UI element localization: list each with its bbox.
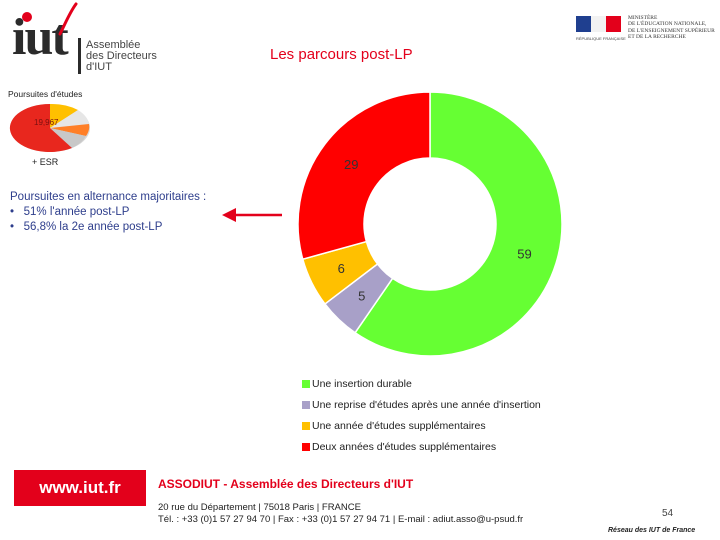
inset-esr-label: + ESR [32,157,59,167]
alternance-item-text: 51% l'année post-LP [23,206,130,218]
logo-divider [78,38,81,74]
donut-slice [297,91,431,261]
inset-slice [50,124,90,136]
alternance-item: • 51% l'année post-LP [10,205,206,220]
donut-chart: 59 56 29 [297,91,563,357]
alternance-text: Poursuites en alternance majoritaires : … [10,190,206,235]
ministry-line: MINISTÈRE [628,15,658,21]
inset-slice [50,128,86,148]
logo-text: iut [12,9,69,66]
logo-caption: Assemblée des Directeurs d'IUT [86,40,166,73]
inset-label: Poursuites d'études [8,89,83,99]
footer-contact: Tél. : +33 (0)1 57 27 94 70 | Fax : +33 … [158,514,524,525]
ministry-subtitle: RÉPUBLIQUE FRANÇAISE [576,36,626,41]
legend-swatch [302,422,310,431]
legend-item: Une insertion durable [302,378,541,399]
legend-label: Une insertion durable [312,378,412,391]
legend-label: Une année d'études supplémentaires [312,420,486,433]
page-number: 54 [662,508,674,519]
footer-network: Réseau des IUT de France [608,527,696,534]
logo-line-3: d'IUT [86,61,112,73]
footer-address: 20 rue du Département | 75018 Paris | FR… [158,502,361,513]
donut-value-label: 59 [517,246,531,261]
ministry-logo: RÉPUBLIQUE FRANÇAISE MINISTÈRE DE L'ÉDUC… [576,14,716,46]
donut-value-label: 5 [358,289,365,304]
iut-logo: iut [12,8,69,68]
www-banner [14,470,146,506]
ministry-line: DE L'ENSEIGNEMENT SUPÉRIEUR [628,27,715,34]
logo-dot [22,12,32,22]
legend-swatch [302,443,310,452]
legend-swatch [302,380,310,389]
ministry-line: DE L'ÉDUCATION NATIONALE, [628,21,707,28]
inset-slice [50,110,89,128]
legend-label: Une reprise d'études après une année d'i… [312,399,541,412]
legend-item: Une année d'études supplémentaires [302,420,541,441]
french-flag-icon [576,16,622,32]
logo-line-1: Assemblée [86,39,141,51]
page-title: Les parcours post-LP [270,46,413,63]
bullet: • [10,221,15,233]
inset-slice [9,103,72,152]
alternance-item-text: 56,8% la 2e année post-LP [23,221,163,233]
inset-slice [50,103,78,128]
legend-label: Deux années d'études supplémentaires [312,441,497,454]
ministry-line: ET DE LA RECHERCHE [628,34,686,41]
legend-swatch [302,401,310,410]
logo-swoosh-icon [58,2,78,36]
legend-item: Deux années d'études supplémentaires [302,441,541,462]
alternance-heading: Poursuites en alternance majoritaires : [10,191,207,203]
inset-pie-chart: 19,967 [9,103,90,152]
chart-legend: Une insertion durable Une reprise d'étud… [302,378,541,462]
legend-item: Une reprise d'études après une année d'i… [302,399,541,420]
donut-value-label: 29 [344,157,358,172]
bullet: • [10,206,15,218]
footer-organization: ASSODIUT - Assemblée des Directeurs d'IU… [158,477,414,491]
alternance-item: • 56,8% la 2e année post-LP [10,220,206,235]
ministry-name: MINISTÈRE DE L'ÉDUCATION NATIONALE, DE L… [628,15,715,41]
website-link[interactable]: www.iut.fr [39,478,121,497]
donut-slice [354,91,563,357]
left-arrow-icon [222,208,282,222]
donut-value-label: 6 [338,261,345,276]
inset-value-label: 19,967 [34,118,59,127]
logo-line-2: des Directeurs [86,50,157,62]
